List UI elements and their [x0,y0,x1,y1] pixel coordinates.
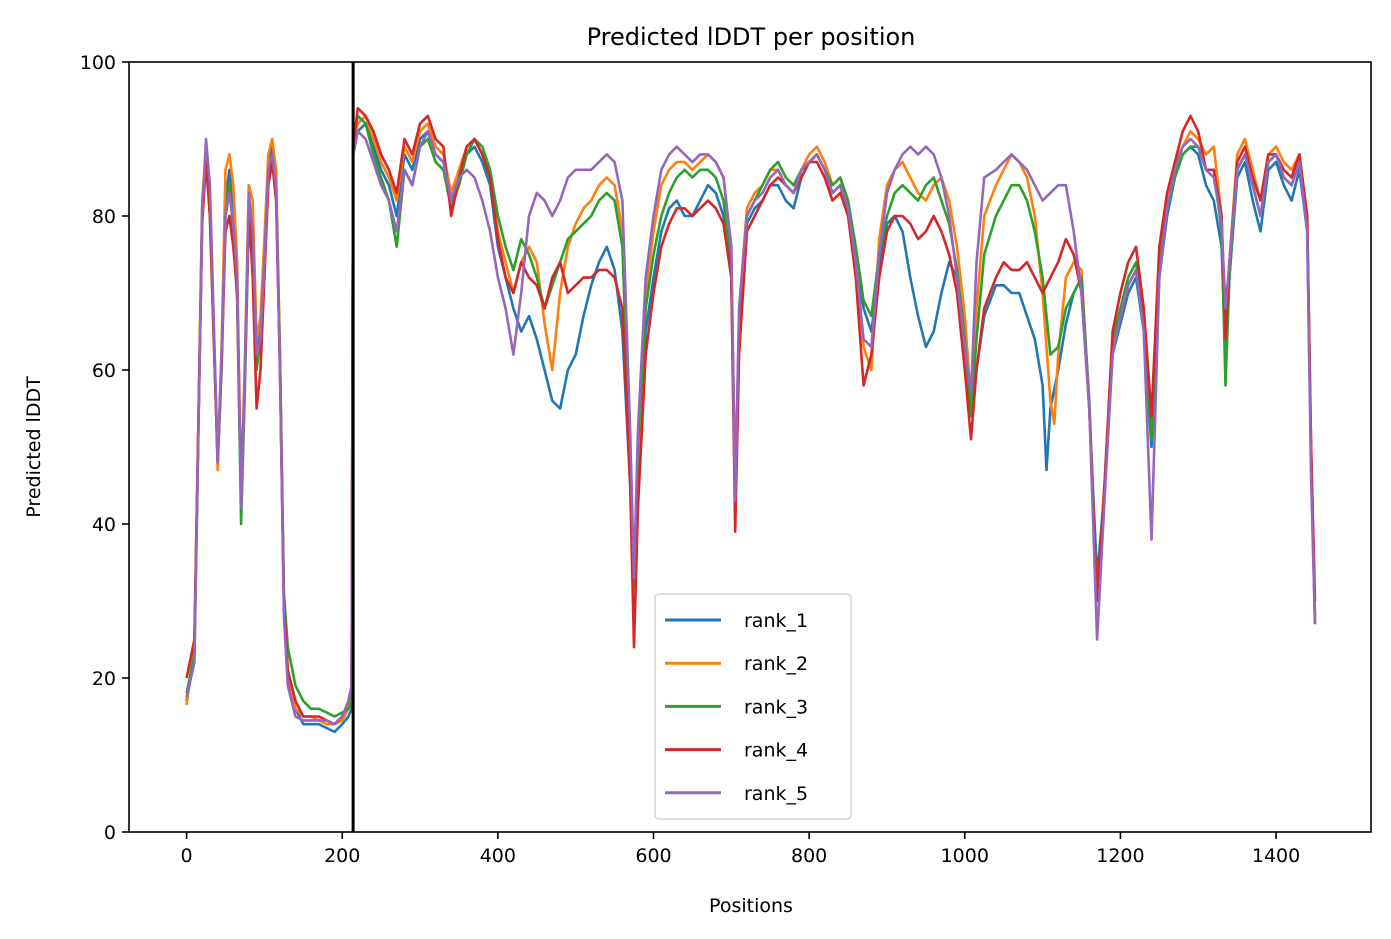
series-line-rank-4 [185,106,1317,726]
legend-label: rank_2 [744,653,808,675]
legend-label: rank_4 [744,740,808,762]
legend-label: rank_5 [744,783,808,805]
x-tick-label: 400 [480,845,516,867]
x-tick-label: 1400 [1252,845,1300,867]
chart-title: Predicted lDDT per position [587,23,916,51]
axes: 0 200 400 600 800 1000 1200 1400 0 20 40 60 80 100 [80,52,1372,867]
series-line-rank-3 [185,114,1317,718]
x-axis-label: Positions [709,895,793,917]
y-tick-label: 40 [92,514,116,536]
legend-label: rank_1 [744,610,808,632]
legend-box [654,593,852,820]
y-axis-label: Predicted lDDT [23,376,45,518]
y-tick-label: 0 [104,822,116,844]
y-tick-label: 80 [92,206,116,228]
series-line-rank-5 [185,130,1317,726]
x-tick-label: 800 [791,845,827,867]
legend: rank_1 rank_2 rank_3 rank_4 rank_5 [654,593,852,820]
plot-frame [128,61,1372,833]
x-tick-label: 600 [635,845,671,867]
y-tick-label: 100 [80,52,116,74]
x-tick-label: 0 [181,845,193,867]
x-tick-label: 200 [324,845,360,867]
x-tick-label: 1000 [941,845,989,867]
y-tick-label: 60 [92,360,116,382]
legend-label: rank_3 [744,696,808,718]
x-tick-label: 1200 [1096,845,1144,867]
y-tick-label: 20 [92,668,116,690]
plot-area [185,62,1317,832]
